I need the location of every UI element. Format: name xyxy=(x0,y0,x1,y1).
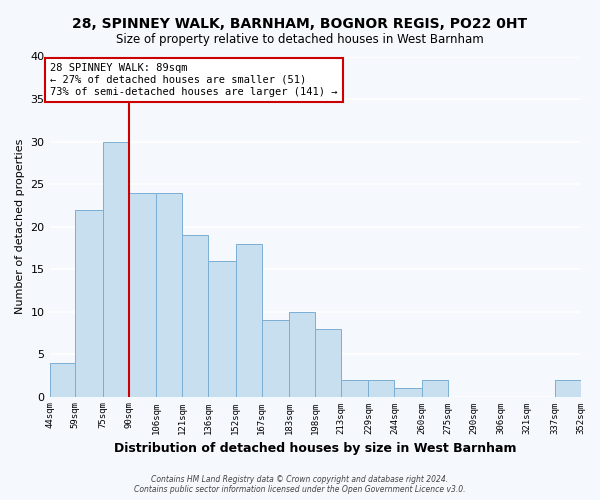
Bar xyxy=(315,328,341,396)
Bar xyxy=(341,380,368,396)
X-axis label: Distribution of detached houses by size in West Barnham: Distribution of detached houses by size … xyxy=(114,442,516,455)
Text: 28, SPINNEY WALK, BARNHAM, BOGNOR REGIS, PO22 0HT: 28, SPINNEY WALK, BARNHAM, BOGNOR REGIS,… xyxy=(73,18,527,32)
Bar xyxy=(157,192,182,396)
Bar xyxy=(394,388,422,396)
Bar xyxy=(289,312,315,396)
Text: Contains HM Land Registry data © Crown copyright and database right 2024.
Contai: Contains HM Land Registry data © Crown c… xyxy=(134,474,466,494)
Bar xyxy=(50,362,76,396)
Bar xyxy=(129,192,157,396)
Y-axis label: Number of detached properties: Number of detached properties xyxy=(15,139,25,314)
Bar xyxy=(262,320,289,396)
Bar xyxy=(208,260,236,396)
Bar xyxy=(236,244,262,396)
Bar xyxy=(368,380,394,396)
Bar xyxy=(554,380,581,396)
Bar xyxy=(103,142,129,396)
Text: Size of property relative to detached houses in West Barnham: Size of property relative to detached ho… xyxy=(116,32,484,46)
Bar xyxy=(76,210,103,396)
Bar xyxy=(422,380,448,396)
Bar xyxy=(182,235,208,396)
Text: 28 SPINNEY WALK: 89sqm
← 27% of detached houses are smaller (51)
73% of semi-det: 28 SPINNEY WALK: 89sqm ← 27% of detached… xyxy=(50,64,338,96)
